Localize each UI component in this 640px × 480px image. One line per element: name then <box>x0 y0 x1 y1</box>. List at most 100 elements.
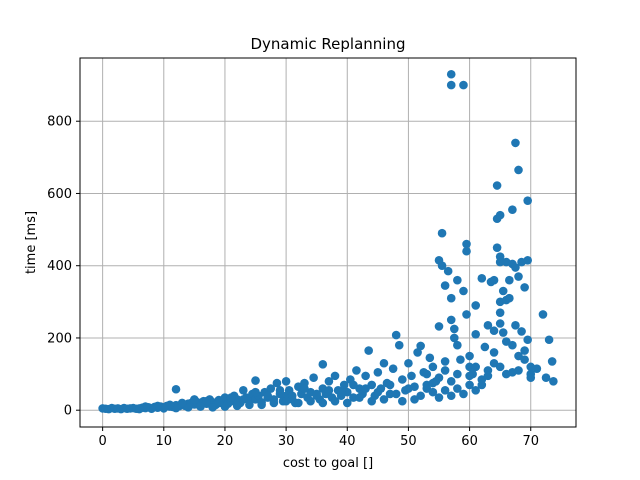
scatter-point <box>404 358 413 368</box>
scatter-point <box>495 308 505 317</box>
scatter-point <box>266 384 276 393</box>
scatter-point <box>440 386 450 395</box>
scatter-point <box>404 384 413 393</box>
scatter-point <box>287 391 297 401</box>
scatter-point <box>183 403 193 412</box>
scatter-point <box>437 228 447 238</box>
scatter-point <box>453 384 462 393</box>
scatter-point <box>352 366 361 375</box>
scatter-point <box>477 274 487 283</box>
scatter-point <box>318 360 328 369</box>
scatter-point <box>459 80 468 90</box>
scatter-point <box>196 402 205 411</box>
scatter-point <box>349 380 358 390</box>
scatter-point <box>505 275 514 285</box>
scatter-point <box>449 324 459 334</box>
scatter-point <box>306 396 315 406</box>
scatter-point <box>453 340 462 350</box>
chart-title: Dynamic Replanning <box>251 35 406 53</box>
scatter-point <box>498 328 508 337</box>
scatter-point <box>388 364 398 373</box>
scatter-point <box>339 380 349 390</box>
scatter-point <box>477 380 487 390</box>
scatter-point <box>190 395 199 404</box>
scatter-point <box>517 327 526 336</box>
scatter-point <box>425 353 435 363</box>
scatter-point <box>508 205 517 215</box>
scatter-point <box>251 376 260 385</box>
scatter-point <box>446 69 456 79</box>
scatter-point <box>492 181 502 190</box>
scatter-point <box>465 371 474 381</box>
scatter-point <box>459 286 468 296</box>
scatter-point <box>202 396 211 406</box>
scatter-point <box>422 369 432 379</box>
scatter-point <box>226 393 236 402</box>
scatter-point <box>349 393 358 402</box>
scatter-point <box>523 335 532 345</box>
scatter-point <box>511 321 520 330</box>
scatter-point <box>538 310 548 319</box>
scatter-point <box>520 283 529 292</box>
scatter-point <box>471 362 480 372</box>
scatter-point <box>263 391 273 401</box>
scatter-point <box>495 362 505 372</box>
scatter-point <box>489 275 499 285</box>
scatter-point <box>281 377 291 386</box>
scatter-point <box>336 387 346 397</box>
scatter-point <box>462 246 471 256</box>
scatter-point <box>526 373 536 382</box>
x-tick-label: 20 <box>217 434 234 449</box>
scatter-point <box>398 375 407 384</box>
scatter-point <box>508 340 517 350</box>
scatter-point <box>379 358 389 368</box>
scatter-point <box>459 389 468 399</box>
scatter-point <box>541 373 551 382</box>
scatter-point <box>465 380 474 390</box>
scatter-point <box>483 321 493 330</box>
scatter-point <box>275 386 285 395</box>
scatter-point <box>480 342 490 352</box>
scatter-point <box>446 80 456 90</box>
y-tick-label: 0 <box>64 404 72 419</box>
scatter-point <box>361 384 370 393</box>
scatter-point <box>471 386 480 395</box>
scatter-point <box>511 263 520 272</box>
scatter-point <box>449 333 459 343</box>
scatter-point <box>505 293 514 303</box>
scatter-point <box>443 266 453 276</box>
y-axis-label: time [ms] <box>24 211 39 274</box>
scatter-point <box>373 387 383 397</box>
grid-lines <box>80 58 576 427</box>
scatter-point <box>523 196 532 205</box>
x-axis-label: cost to goal [] <box>283 456 373 471</box>
scatter-point <box>413 348 422 357</box>
x-tick-label: 30 <box>278 434 295 449</box>
scatter-point <box>257 400 266 410</box>
scatter-point <box>520 346 529 355</box>
scatter-point <box>453 275 462 285</box>
scatter-point <box>434 322 444 331</box>
scatter-point <box>294 398 303 408</box>
scatter-point <box>489 326 499 336</box>
scatter-point <box>330 396 340 406</box>
scatter-point <box>544 335 554 345</box>
scatter-point <box>324 377 334 386</box>
scatter-point <box>391 330 401 340</box>
scatter-point <box>547 357 557 366</box>
scatter-point <box>245 400 254 410</box>
scatter-point <box>342 387 352 397</box>
scatter-point <box>511 138 520 148</box>
scatter-point <box>385 380 395 390</box>
y-tick-label: 600 <box>47 187 72 202</box>
scatter-point <box>495 210 505 220</box>
scatter-point <box>434 393 444 402</box>
scatter-point <box>462 310 471 319</box>
scatter-point <box>355 393 364 402</box>
x-tick-label: 10 <box>156 434 173 449</box>
plot-frame <box>79 57 577 428</box>
scatter-point <box>208 403 218 412</box>
axis-ticks: 0 10 20 30 40 50 60 70 0 200 400 600 800 <box>47 115 539 449</box>
x-tick-label: 40 <box>339 434 356 449</box>
scatter-point <box>416 341 425 351</box>
